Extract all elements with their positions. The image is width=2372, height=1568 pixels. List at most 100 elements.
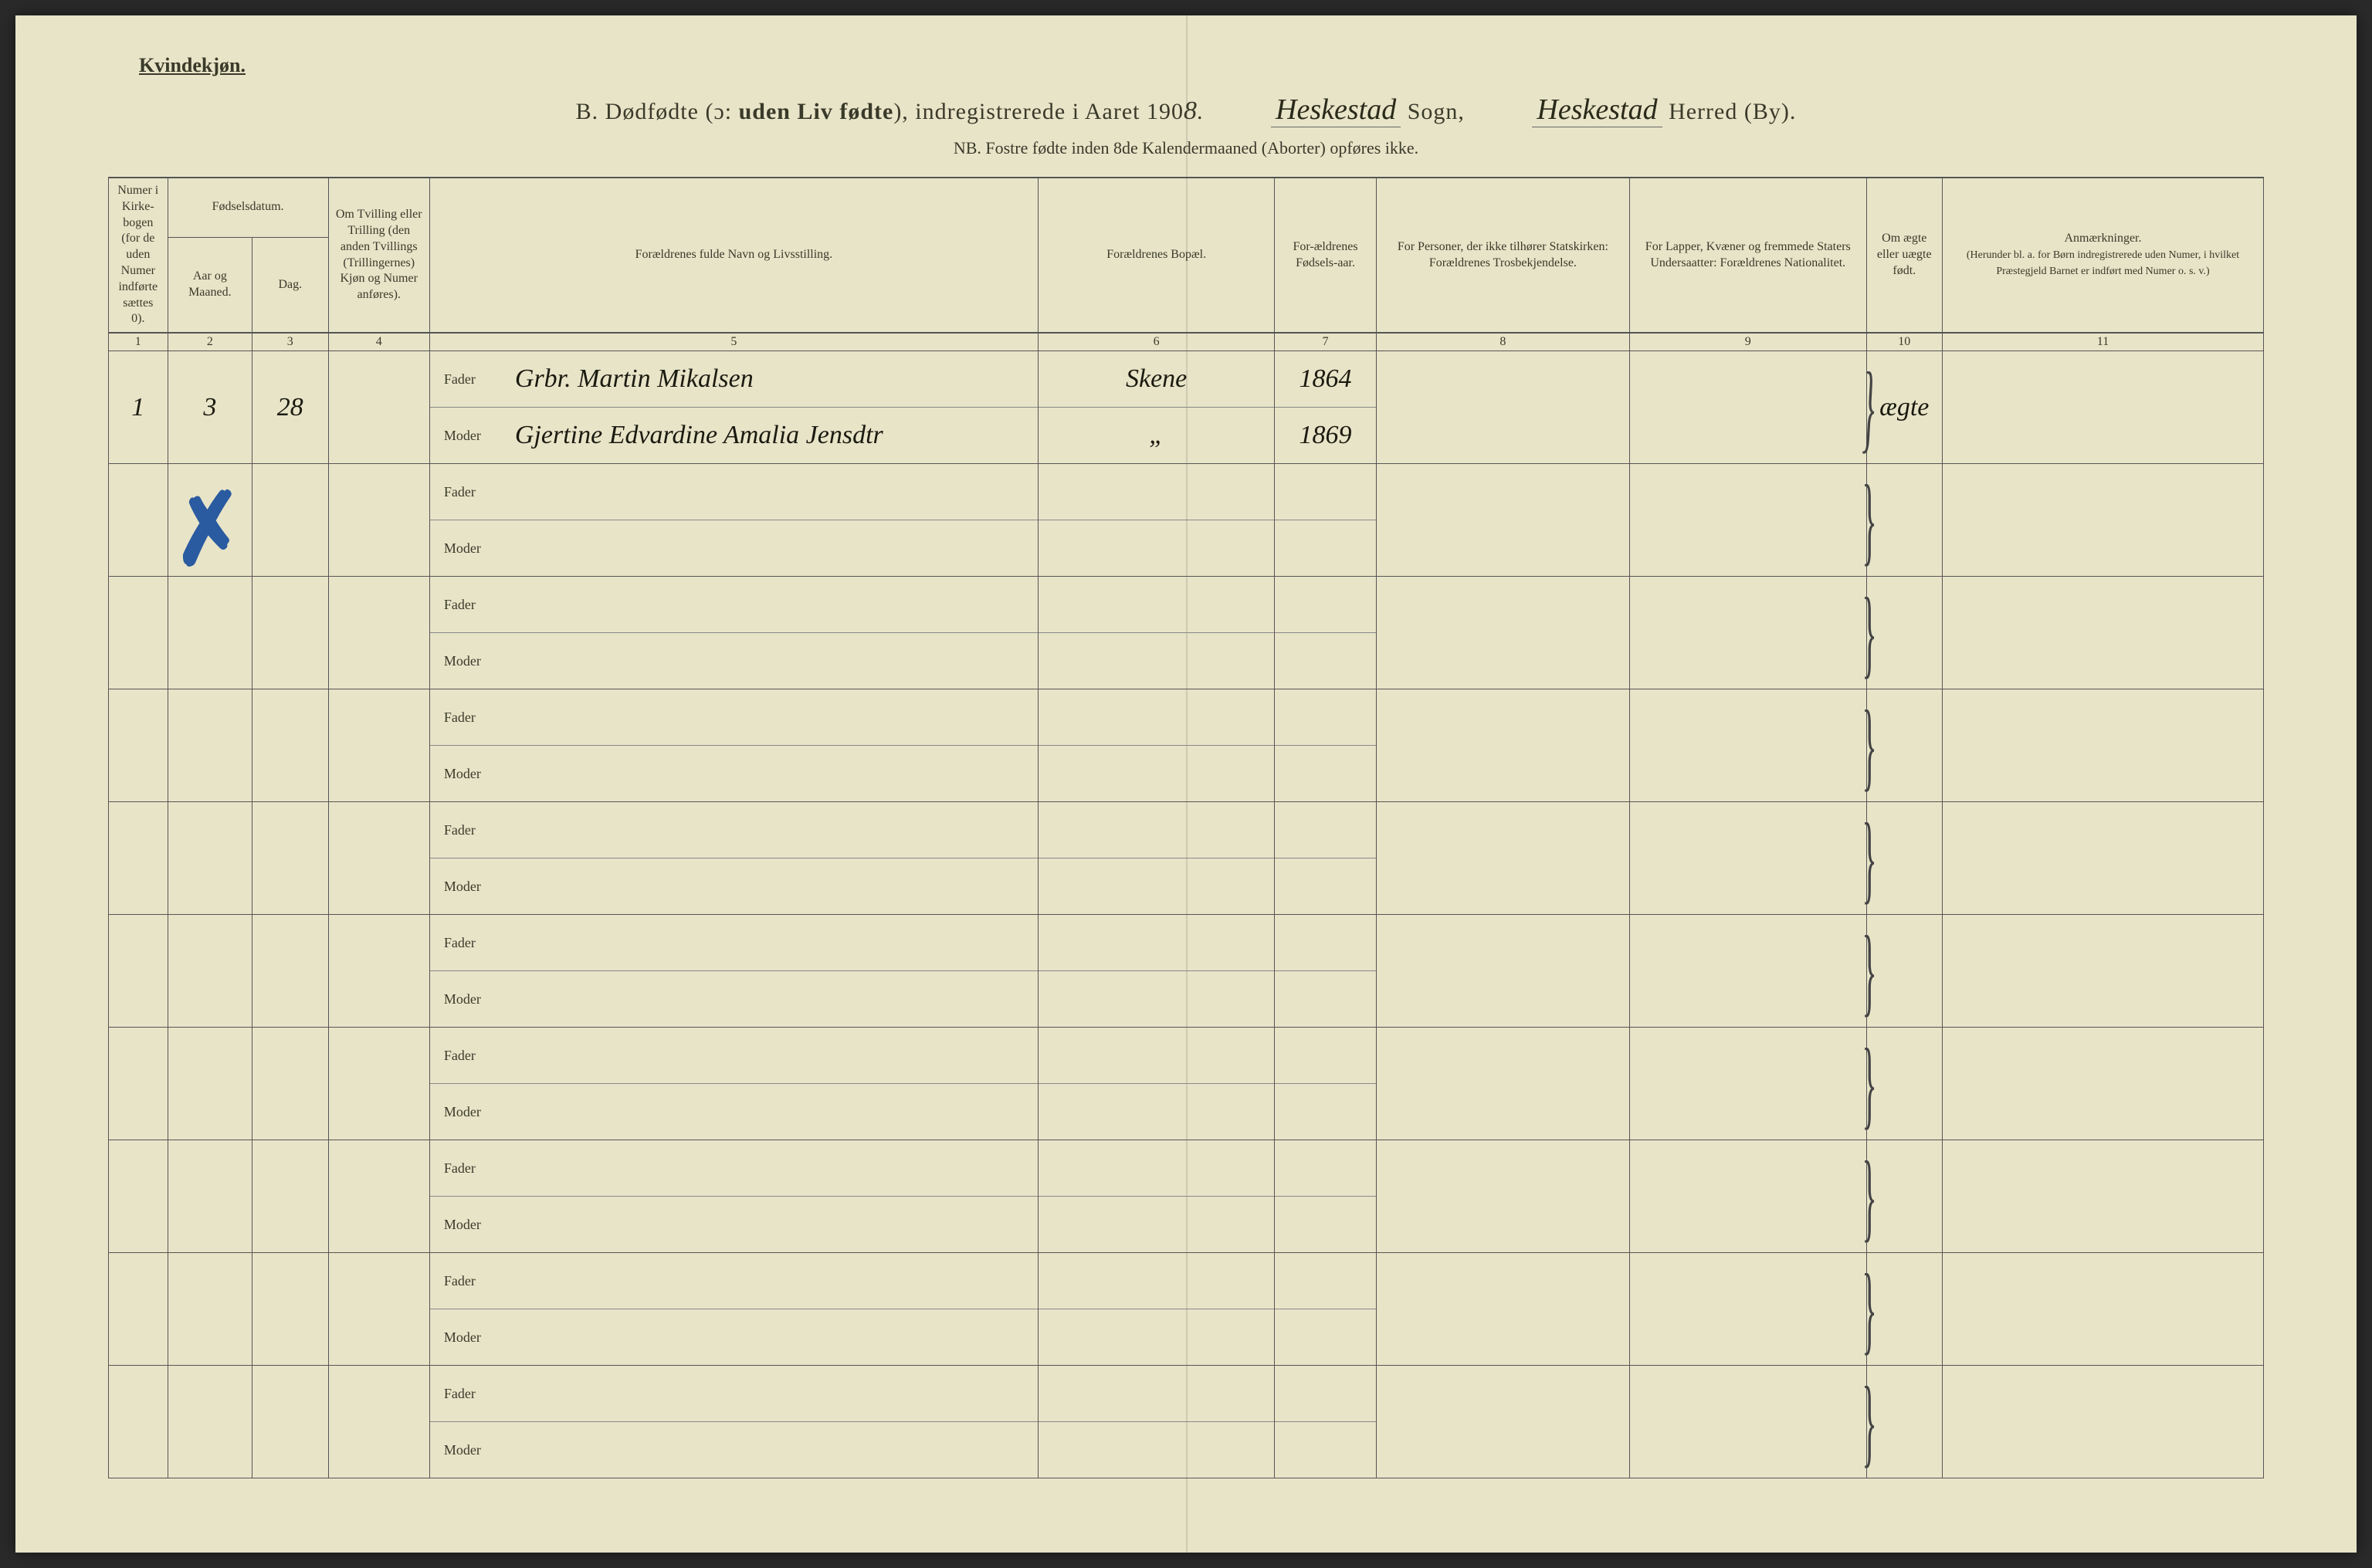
- cell-parents: FaderModer: [429, 1028, 1038, 1140]
- cell-dag: [252, 915, 329, 1028]
- colnum-1: 1: [109, 333, 168, 351]
- cell-numer: 1: [109, 351, 168, 464]
- cell-fodselsaar: [1275, 577, 1376, 689]
- cell-aegte: ægte: [1866, 351, 1943, 464]
- cell-anm: [1943, 915, 2264, 1028]
- cell-aar: 3: [168, 351, 252, 464]
- cell-fodselsaar: [1275, 1253, 1376, 1366]
- table-row: 1 3 28 Fader Grbr. Martin Mikalsen Moder: [109, 351, 2264, 464]
- colnum-3: 3: [252, 333, 329, 351]
- cell-parents: FaderModer: [429, 464, 1038, 577]
- colnum-6: 6: [1038, 333, 1274, 351]
- moder-label: Moder: [444, 766, 506, 782]
- cell-tvilling: [328, 464, 429, 577]
- cell-bopael: [1038, 1366, 1274, 1478]
- title-bold: uden Liv fødte: [739, 99, 894, 124]
- cell-numer: [109, 915, 168, 1028]
- fader-label: Fader: [444, 484, 506, 500]
- cell-anm: [1943, 351, 2264, 464]
- col-header-3: Dag.: [252, 237, 329, 333]
- table-body: 1 3 28 Fader Grbr. Martin Mikalsen Moder: [109, 351, 2264, 1478]
- cell-tros: [1376, 1366, 1629, 1478]
- fader-label: Fader: [444, 1273, 506, 1289]
- col-header-2: Aar og Maaned.: [168, 237, 252, 333]
- cell-fodselsaar: 1864 1869: [1275, 351, 1376, 464]
- fader-label: Fader: [444, 371, 506, 388]
- cell-dag: [252, 1140, 329, 1253]
- col-header-5: Forældrenes fulde Navn og Livsstilling.: [429, 178, 1038, 333]
- cell-anm: [1943, 1140, 2264, 1253]
- cell-tros: [1376, 1140, 1629, 1253]
- cell-aar: [168, 1366, 252, 1478]
- col-header-7: For-ældrenes Fødsels-aar.: [1275, 178, 1376, 333]
- cell-parents: Fader Moder: [429, 1366, 1038, 1478]
- cell-tvilling: [328, 802, 429, 915]
- cell-anm: [1943, 802, 2264, 915]
- cell-aar: [168, 802, 252, 915]
- moder-label: Moder: [444, 1217, 506, 1233]
- colnum-5: 5: [429, 333, 1038, 351]
- sogn-value: Heskestad: [1271, 93, 1401, 127]
- col-header-23: Fødselsdatum.: [168, 178, 328, 237]
- cell-tros: [1376, 577, 1629, 689]
- cell-bopael: [1038, 1253, 1274, 1366]
- moder-name: Gjertine Edvardine Amalia Jensdtr: [506, 421, 883, 450]
- cell-tvilling: [328, 1028, 429, 1140]
- cell-nationalitet: [1630, 464, 1866, 577]
- cell-nationalitet: [1630, 802, 1866, 915]
- fader-label: Fader: [444, 709, 506, 726]
- moder-label: Moder: [444, 428, 506, 444]
- table-row: FaderModer: [109, 1028, 2264, 1140]
- cell-bopael: [1038, 802, 1274, 915]
- col-header-8: For Personer, der ikke tilhører Statskir…: [1376, 178, 1629, 333]
- cell-numer: [109, 802, 168, 915]
- title-period: .: [1197, 99, 1204, 124]
- cell-parents: Fader Grbr. Martin Mikalsen Moder Gjerti…: [429, 351, 1038, 464]
- fodselsaar-fader: 1864: [1275, 351, 1375, 408]
- fader-name: Grbr. Martin Mikalsen: [506, 364, 754, 394]
- title-year-digit: 8: [1184, 97, 1197, 125]
- col-header-10: Om ægte eller uægte født.: [1866, 178, 1943, 333]
- cell-aar: [168, 1140, 252, 1253]
- cell-aegte: [1866, 915, 1943, 1028]
- colnum-9: 9: [1630, 333, 1866, 351]
- cell-fodselsaar: [1275, 802, 1376, 915]
- cell-aegte: [1866, 464, 1943, 577]
- moder-label: Moder: [444, 653, 506, 669]
- fader-label: Fader: [444, 597, 506, 613]
- cell-fodselsaar: [1275, 1028, 1376, 1140]
- cell-nationalitet: [1630, 351, 1866, 464]
- table-row: FaderModer: [109, 802, 2264, 915]
- cell-numer: [109, 1140, 168, 1253]
- cell-aar: [168, 689, 252, 802]
- table-row: Fader Moder: [109, 689, 2264, 802]
- cell-tros: [1376, 351, 1629, 464]
- checkmark-annotation: ✗: [163, 472, 255, 589]
- cell-bopael: [1038, 915, 1274, 1028]
- fader-label: Fader: [444, 1386, 506, 1402]
- moder-label: Moder: [444, 1104, 506, 1120]
- cell-dag: [252, 689, 329, 802]
- table-wrap: ✗ Numer i Kirke-bogen (for de uden Numer…: [108, 177, 2264, 1478]
- cell-parents: Fader Moder: [429, 689, 1038, 802]
- cell-tvilling: [328, 1253, 429, 1366]
- cell-fodselsaar: [1275, 689, 1376, 802]
- cell-fodselsaar: [1275, 915, 1376, 1028]
- gender-label: Kvindekjøn.: [139, 54, 2264, 77]
- cell-aar: [168, 577, 252, 689]
- moder-label: Moder: [444, 1442, 506, 1458]
- cell-aegte: [1866, 1366, 1943, 1478]
- cell-numer: [109, 1028, 168, 1140]
- cell-tros: [1376, 1028, 1629, 1140]
- table-row: FaderModer: [109, 915, 2264, 1028]
- cell-nationalitet: [1630, 915, 1866, 1028]
- cell-parents: FaderModer: [429, 1253, 1038, 1366]
- cell-numer: [109, 464, 168, 577]
- cell-tros: [1376, 802, 1629, 915]
- cell-tros: [1376, 915, 1629, 1028]
- cell-numer: [109, 1253, 168, 1366]
- sub-note: NB. Fostre fødte inden 8de Kalendermaane…: [108, 138, 2264, 158]
- cell-fodselsaar: [1275, 1140, 1376, 1253]
- cell-anm: [1943, 1366, 2264, 1478]
- cell-fodselsaar: [1275, 464, 1376, 577]
